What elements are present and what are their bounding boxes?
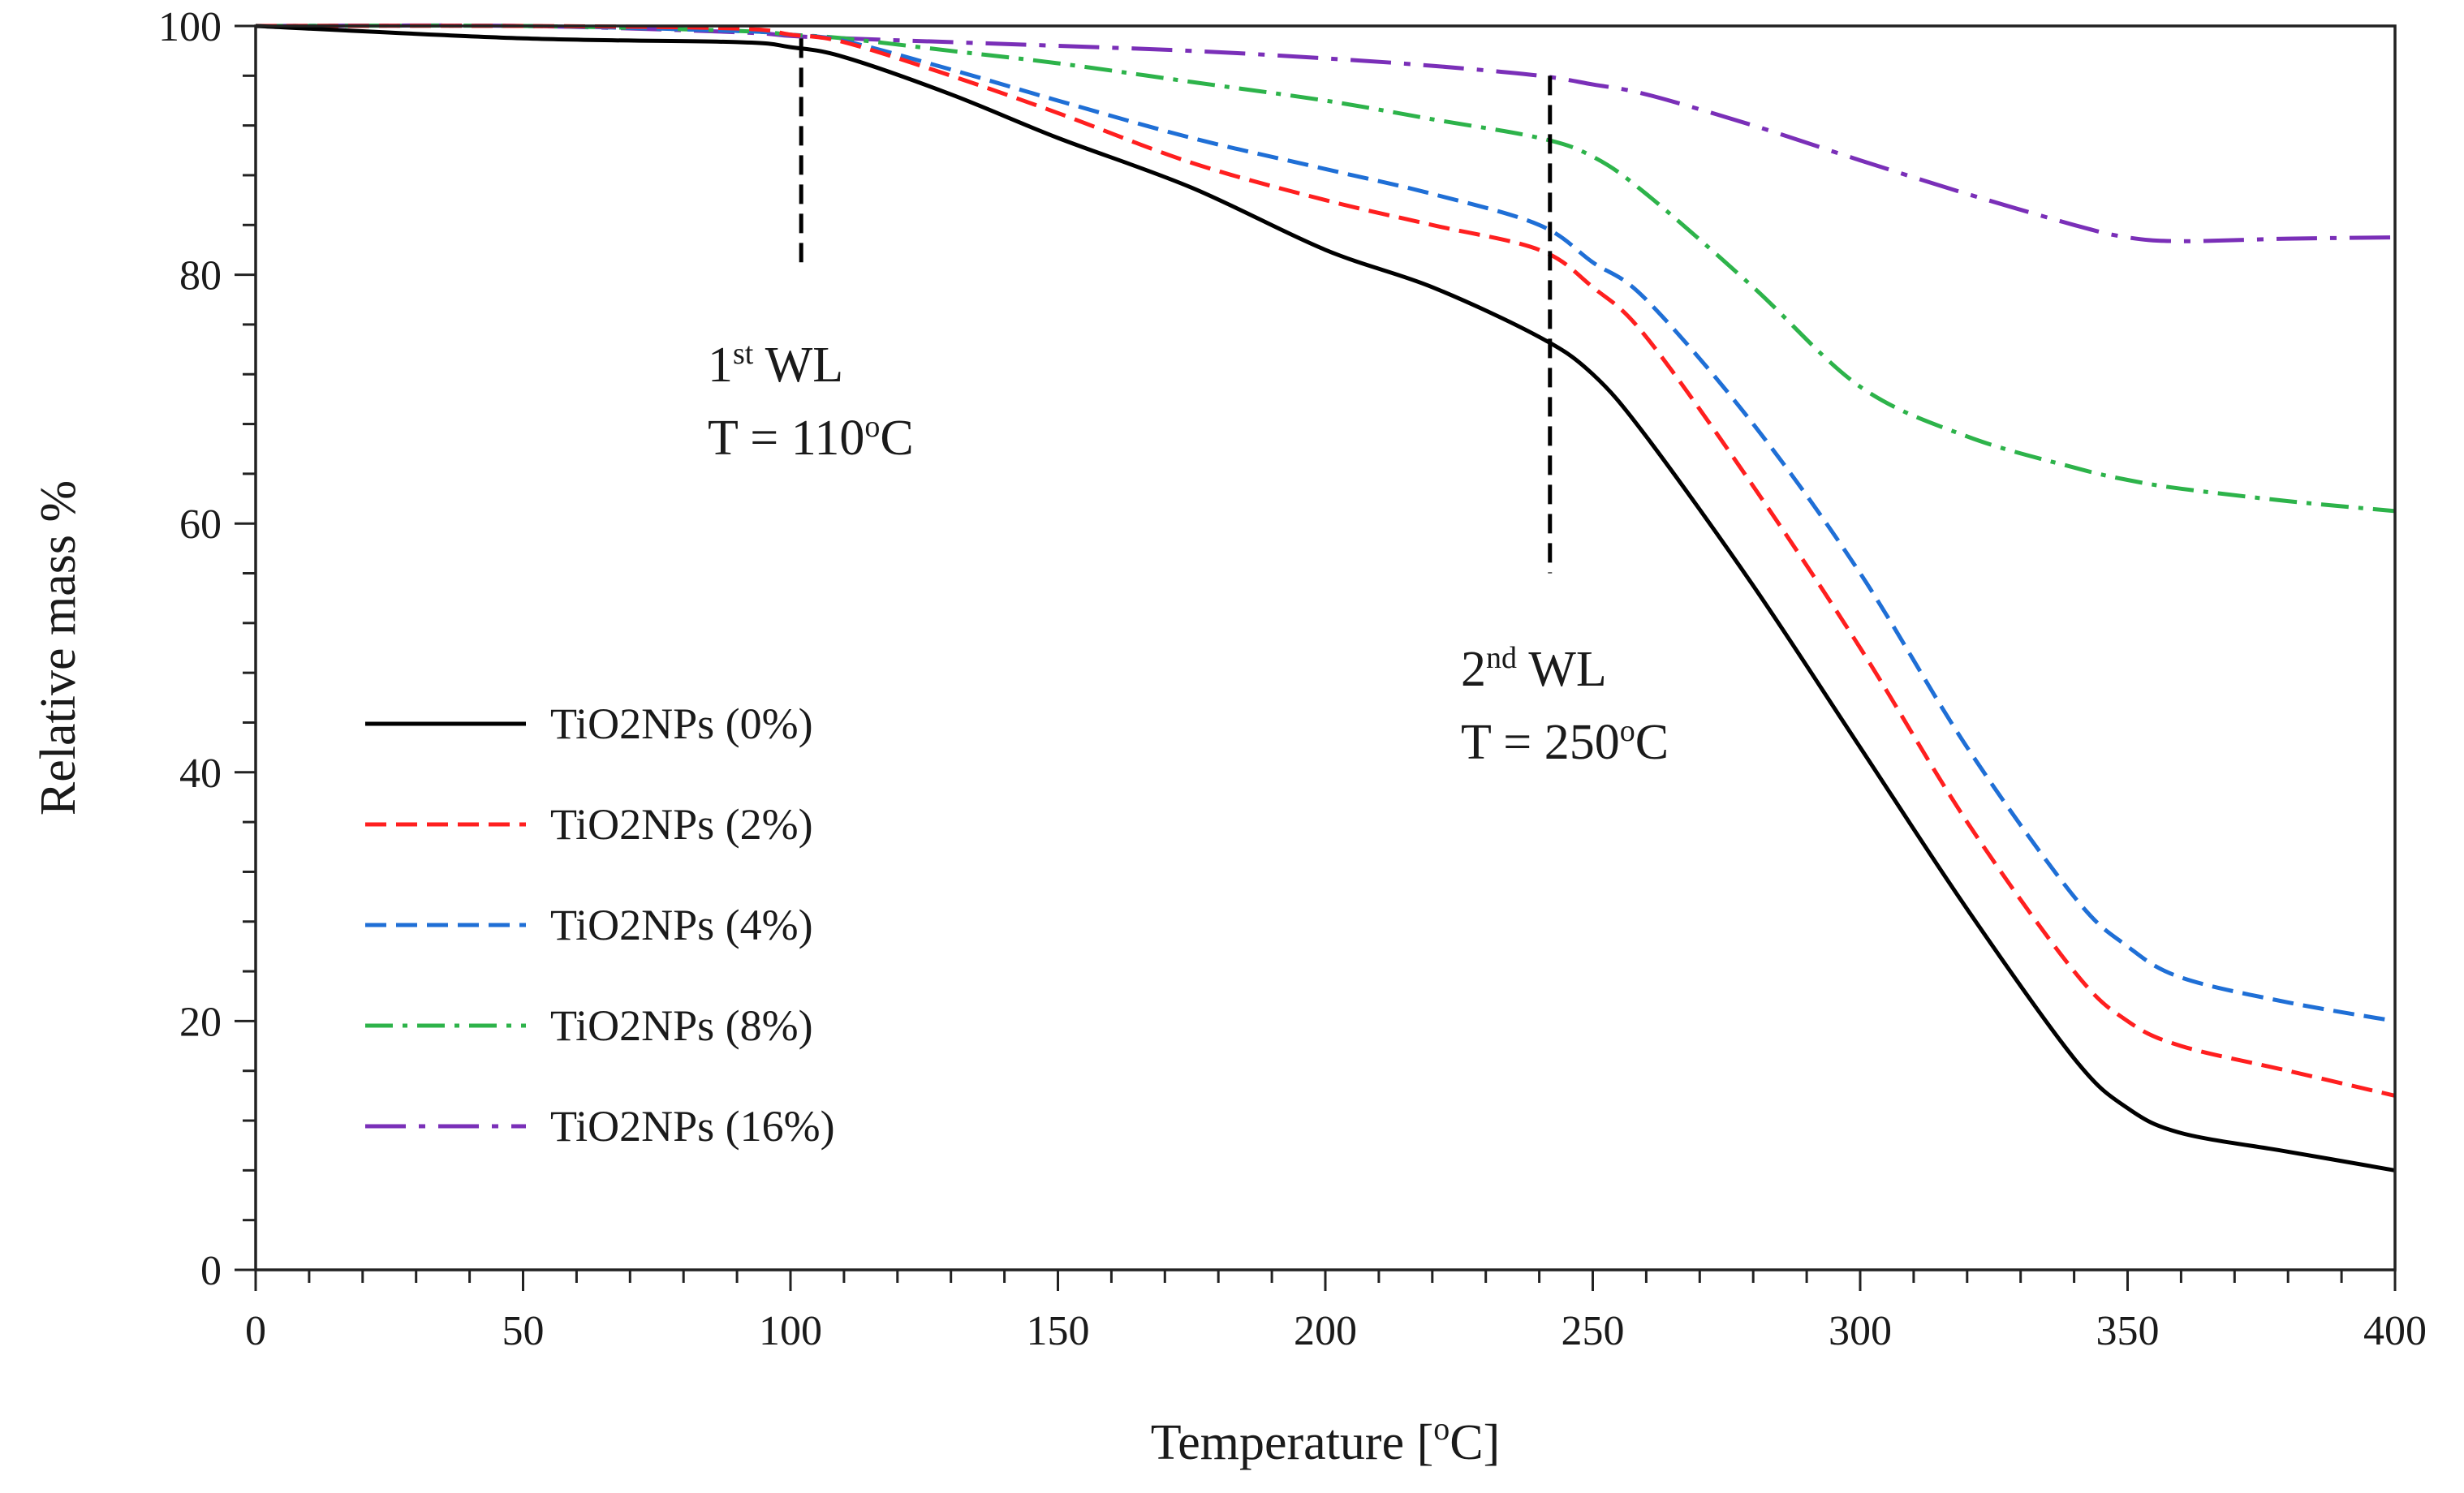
x-tick-label: 400	[2363, 1308, 2427, 1354]
plot-area	[255, 23, 2396, 1172]
x-tick-label: 300	[1829, 1308, 1892, 1354]
legend-label-2: TiO2NPs (4%)	[550, 901, 813, 949]
series-line-2	[255, 24, 2396, 1023]
y-tick-label: 0	[200, 1248, 222, 1294]
series-line-0	[255, 24, 2396, 1172]
x-axis-title: Temperature [oC]	[1151, 1410, 1501, 1470]
x-tick-label: 0	[245, 1308, 266, 1354]
annotation-2-line-1: 2nd WL	[1461, 641, 1607, 697]
legend: TiO2NPs (0%) TiO2NPs (2%) TiO2NPs (4%) TiO2…	[365, 699, 835, 1151]
y-tick-label: 60	[179, 501, 222, 548]
x-tick-label: 350	[2096, 1308, 2160, 1354]
plot-frame	[254, 24, 2397, 1271]
y-tick-label: 40	[179, 751, 222, 797]
y-tick-label: 100	[158, 4, 222, 50]
x-tick-label: 50	[502, 1308, 545, 1354]
annotations: 1st WL T = 110oC 2nd WL T = 250oC	[708, 38, 1669, 770]
legend-label-3: TiO2NPs (8%)	[550, 1001, 813, 1050]
y-tick-label: 20	[179, 999, 222, 1045]
legend-label-0: TiO2NPs (0%)	[550, 699, 813, 748]
axes: 0 50 100 150 200 250 300 350 400 0 20 40 60 80 100 Temp…	[31, 4, 2427, 1470]
x-tick-label: 250	[1562, 1308, 1625, 1354]
y-tick-label: 80	[179, 253, 222, 299]
x-tick-label: 200	[1294, 1308, 1357, 1354]
annotation-1-line-1: 1st WL	[708, 337, 843, 393]
legend-label-1: TiO2NPs (2%)	[550, 800, 813, 849]
y-axis-title: Relative mass %	[31, 480, 86, 815]
x-tick-label: 100	[759, 1308, 822, 1354]
annotation-1-line-2: T = 110oC	[708, 410, 914, 466]
series-line-3	[255, 24, 2396, 514]
x-tick-label: 150	[1027, 1308, 1090, 1354]
legend-label-4: TiO2NPs (16%)	[550, 1102, 835, 1151]
annotation-2-line-2: T = 250oC	[1461, 714, 1669, 770]
series-line-4	[255, 23, 2396, 243]
series-line-1	[255, 24, 2396, 1098]
